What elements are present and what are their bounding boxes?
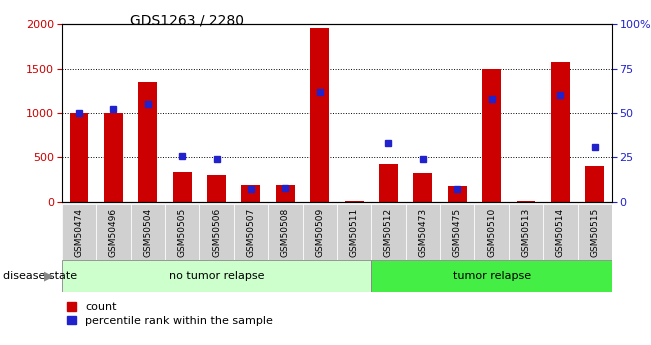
Text: GSM50512: GSM50512 — [384, 208, 393, 257]
Text: GSM50508: GSM50508 — [281, 208, 290, 257]
Bar — [344, 201, 363, 202]
Text: no tumor relapse: no tumor relapse — [169, 271, 264, 281]
Legend: count, percentile rank within the sample: count, percentile rank within the sample — [68, 302, 273, 326]
Bar — [516, 201, 535, 202]
Text: GSM50474: GSM50474 — [74, 208, 83, 257]
FancyBboxPatch shape — [371, 204, 406, 260]
Bar — [413, 172, 432, 202]
Bar — [585, 166, 604, 202]
Bar — [70, 113, 89, 202]
FancyBboxPatch shape — [303, 204, 337, 260]
Text: GSM50511: GSM50511 — [350, 208, 359, 257]
Bar — [551, 62, 570, 202]
Text: GSM50506: GSM50506 — [212, 208, 221, 257]
FancyBboxPatch shape — [337, 204, 371, 260]
Bar — [448, 186, 467, 202]
Bar — [104, 113, 123, 202]
Text: GDS1263 / 2280: GDS1263 / 2280 — [130, 14, 244, 28]
FancyBboxPatch shape — [131, 204, 165, 260]
Text: GSM50504: GSM50504 — [143, 208, 152, 257]
FancyBboxPatch shape — [406, 204, 440, 260]
Bar — [276, 185, 295, 202]
FancyBboxPatch shape — [440, 204, 475, 260]
Text: GSM50507: GSM50507 — [247, 208, 255, 257]
FancyBboxPatch shape — [62, 260, 371, 292]
FancyBboxPatch shape — [371, 260, 612, 292]
Text: GSM50475: GSM50475 — [452, 208, 462, 257]
Bar — [379, 164, 398, 202]
FancyBboxPatch shape — [199, 204, 234, 260]
Text: GSM50496: GSM50496 — [109, 208, 118, 257]
Bar — [139, 82, 158, 202]
Text: GSM50473: GSM50473 — [419, 208, 427, 257]
Text: GSM50515: GSM50515 — [590, 208, 600, 257]
FancyBboxPatch shape — [165, 204, 199, 260]
Text: GSM50510: GSM50510 — [487, 208, 496, 257]
Text: GSM50505: GSM50505 — [178, 208, 187, 257]
Bar — [482, 69, 501, 202]
FancyBboxPatch shape — [62, 204, 96, 260]
FancyBboxPatch shape — [509, 204, 543, 260]
Text: GSM50509: GSM50509 — [315, 208, 324, 257]
Text: GSM50514: GSM50514 — [556, 208, 565, 257]
FancyBboxPatch shape — [577, 204, 612, 260]
FancyBboxPatch shape — [543, 204, 577, 260]
Text: tumor relapse: tumor relapse — [452, 271, 531, 281]
Text: GSM50513: GSM50513 — [521, 208, 531, 257]
Bar — [311, 28, 329, 202]
FancyBboxPatch shape — [96, 204, 131, 260]
FancyBboxPatch shape — [234, 204, 268, 260]
Text: ▶: ▶ — [44, 269, 54, 283]
FancyBboxPatch shape — [475, 204, 509, 260]
Bar — [173, 171, 191, 202]
Bar — [207, 175, 226, 202]
Bar — [242, 185, 260, 202]
FancyBboxPatch shape — [268, 204, 303, 260]
Text: disease state: disease state — [3, 271, 77, 281]
